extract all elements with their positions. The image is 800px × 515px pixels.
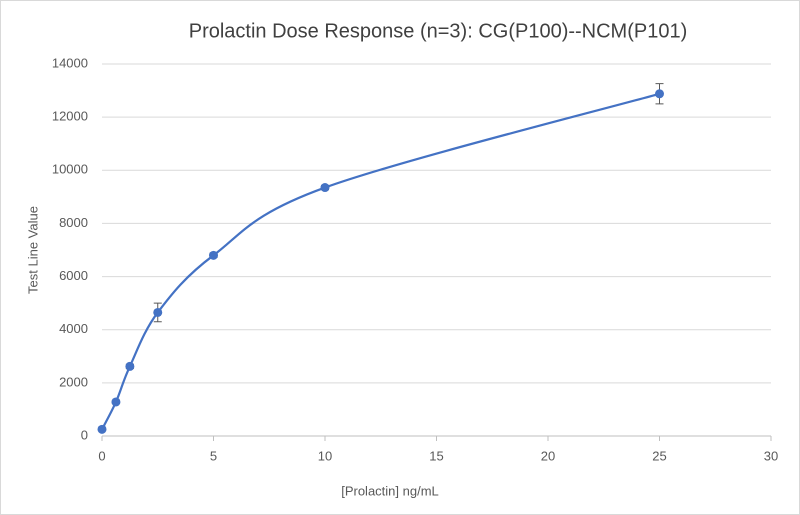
data-point [655,89,664,99]
y-tick-label: 10000 [52,162,88,177]
chart-title: Prolactin Dose Response (n=3): CG(P100)-… [189,20,688,42]
x-axis-label: [Prolactin] ng/mL [341,483,439,498]
y-axis-label: Test Line Value [25,206,40,294]
y-tick-label: 6000 [59,268,88,283]
x-tick-label: 10 [318,448,332,463]
data-point [97,424,107,434]
y-tick-label: 2000 [59,374,88,389]
y-tick-label: 0 [81,427,88,442]
data-point [209,250,218,260]
data-point [125,361,135,371]
x-tick-label: 0 [98,448,105,463]
data-point [111,397,121,407]
x-tick-label: 15 [429,448,443,463]
y-tick-label: 12000 [52,109,88,124]
y-tick-label: 14000 [52,55,88,70]
series-line [101,92,660,430]
x-tick-label: 25 [652,448,666,463]
x-tick-label: 5 [210,448,217,463]
data-point [320,183,330,193]
y-tick-label: 8000 [59,215,88,230]
x-tick-label: 30 [764,448,778,463]
y-tick-label: 4000 [59,321,88,336]
x-tick-label: 20 [541,448,555,463]
data-point [153,307,163,317]
